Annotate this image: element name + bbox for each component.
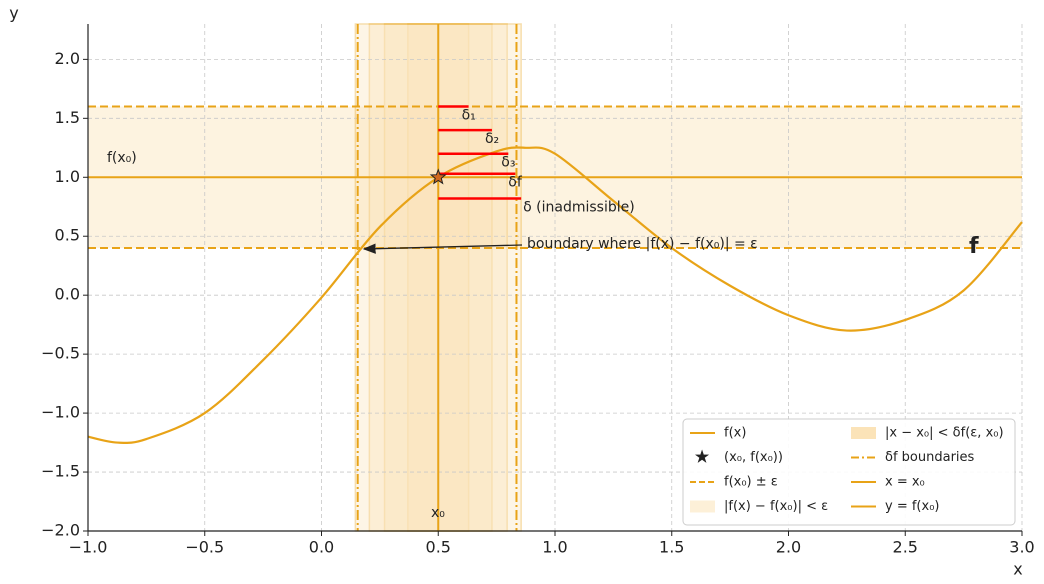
legend-label: (x₀, f(x₀)) bbox=[724, 450, 783, 465]
legend bbox=[682, 418, 1016, 526]
y-tick-label: −0.5 bbox=[41, 344, 80, 363]
x-tick-label: −0.5 bbox=[185, 538, 224, 557]
x-tick-label: 0.0 bbox=[309, 538, 334, 557]
y-tick-label: 0.5 bbox=[55, 226, 80, 245]
legend-symbol bbox=[690, 500, 715, 513]
legend-label: f(x) bbox=[724, 426, 746, 441]
legend-label: x = x₀ bbox=[885, 475, 925, 490]
x-tick-label: 0.5 bbox=[426, 538, 451, 557]
point-marker bbox=[429, 168, 447, 185]
legend-label: |x − x₀| < δf(ε, x₀) bbox=[885, 426, 1004, 441]
delta-label: δ₂ bbox=[485, 131, 499, 147]
fx0-label: f(x₀) bbox=[107, 150, 137, 166]
x-tick-label: 2.0 bbox=[776, 538, 801, 557]
y-tick-label: 0.0 bbox=[55, 285, 80, 304]
y-tick-label: 1.5 bbox=[55, 108, 80, 127]
curve-label: f bbox=[969, 234, 979, 259]
y-axis-label: y bbox=[9, 4, 18, 23]
annotation-arrow bbox=[362, 243, 523, 254]
x-tick-label: 2.5 bbox=[893, 538, 918, 557]
curve bbox=[87, 146, 1023, 445]
y-tick-label: 2.0 bbox=[55, 49, 80, 68]
y-tick-label: −2.0 bbox=[41, 521, 80, 540]
x0-label: x₀ bbox=[431, 505, 445, 521]
y-tick-label: −1.0 bbox=[41, 403, 80, 422]
legend-label: |f(x) − f(x₀)| < ε bbox=[724, 499, 828, 514]
legend-label: y = f(x₀) bbox=[885, 499, 939, 514]
delta-label: δ (inadmissible) bbox=[523, 200, 635, 216]
y-tick-label: −1.5 bbox=[41, 462, 80, 481]
legend-label: f(x₀) ± ε bbox=[724, 475, 778, 490]
legend-symbol: ★ bbox=[695, 447, 709, 466]
annotation: boundary where |f(x) − f(x₀)| = ε bbox=[527, 236, 758, 252]
legend-symbol bbox=[851, 427, 876, 439]
delta-label: δ₁ bbox=[462, 108, 476, 124]
x-tick-label: 1.0 bbox=[542, 538, 567, 557]
y-tick-label: 1.0 bbox=[55, 167, 80, 186]
legend-label: δf boundaries bbox=[885, 450, 975, 465]
x-tick-label: 1.5 bbox=[659, 538, 684, 557]
delta-label: δf bbox=[508, 175, 523, 191]
x-axis-label: x bbox=[1013, 560, 1022, 579]
x-tick-label: −1.0 bbox=[69, 538, 108, 557]
delta-label: δ₃ bbox=[501, 155, 515, 171]
x-tick-label: 3.0 bbox=[1009, 538, 1034, 557]
